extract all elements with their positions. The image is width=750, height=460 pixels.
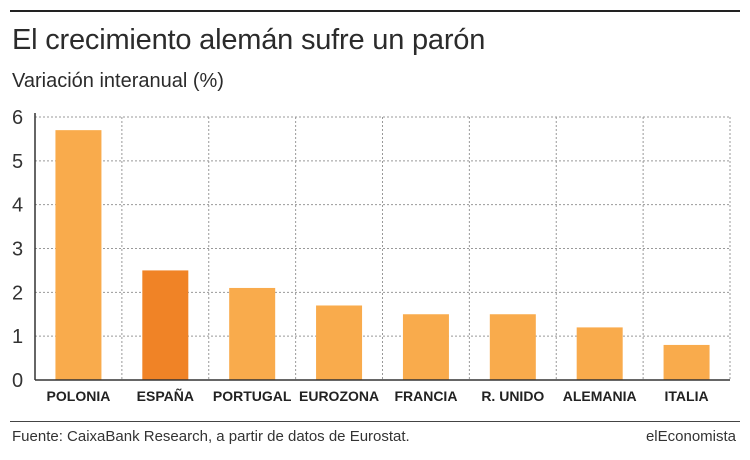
bar-portugal <box>229 287 276 380</box>
labels-layer: 0 1 2 3 4 5 6 POLONIA ESPAÑA PORTUGAL EUROZONA FRAN… <box>12 107 709 404</box>
bar-r-unido <box>489 314 536 380</box>
source-note: Fuente: CaixaBank Research, a partir de … <box>12 428 410 445</box>
x-tick-label: EUROZONA <box>299 388 379 404</box>
bar-alemania <box>576 327 623 380</box>
brand-logo-text: elEconomista <box>645 428 736 445</box>
chart-subtitle: Variación interanual (%) <box>12 70 224 92</box>
x-tick-label: POLONIA <box>47 388 111 404</box>
bar-francia <box>402 314 449 380</box>
y-tick-label: 4 <box>12 195 23 217</box>
grid-layer <box>35 116 731 380</box>
x-tick-label: ESPAÑA <box>137 387 194 404</box>
bars-layer <box>55 130 710 380</box>
bar-españa <box>142 270 189 380</box>
x-tick-label: PORTUGAL <box>213 388 292 404</box>
x-tick-label: ALEMANIA <box>563 388 637 404</box>
chart-title: El crecimiento alemán sufre un parón <box>12 24 486 56</box>
y-tick-label: 1 <box>12 326 23 348</box>
y-tick-label: 5 <box>12 151 23 173</box>
x-tick-label: R. UNIDO <box>481 388 544 404</box>
top-rule <box>10 10 740 12</box>
bar-chart: 0 1 2 3 4 5 6 POLONIA ESPAÑA PORTUGAL EUROZONA FRAN… <box>12 107 731 404</box>
axis-layer <box>34 113 730 381</box>
bar-polonia <box>55 130 102 380</box>
x-tick-label: FRANCIA <box>394 388 457 404</box>
y-tick-label: 6 <box>12 107 23 129</box>
bar-italia <box>663 344 710 380</box>
bar-eurozona <box>316 305 363 380</box>
y-tick-label: 2 <box>12 282 23 304</box>
y-tick-label: 3 <box>12 239 23 261</box>
bottom-rule <box>10 421 740 422</box>
x-tick-label: ITALIA <box>665 388 709 404</box>
y-tick-label: 0 <box>12 370 23 392</box>
